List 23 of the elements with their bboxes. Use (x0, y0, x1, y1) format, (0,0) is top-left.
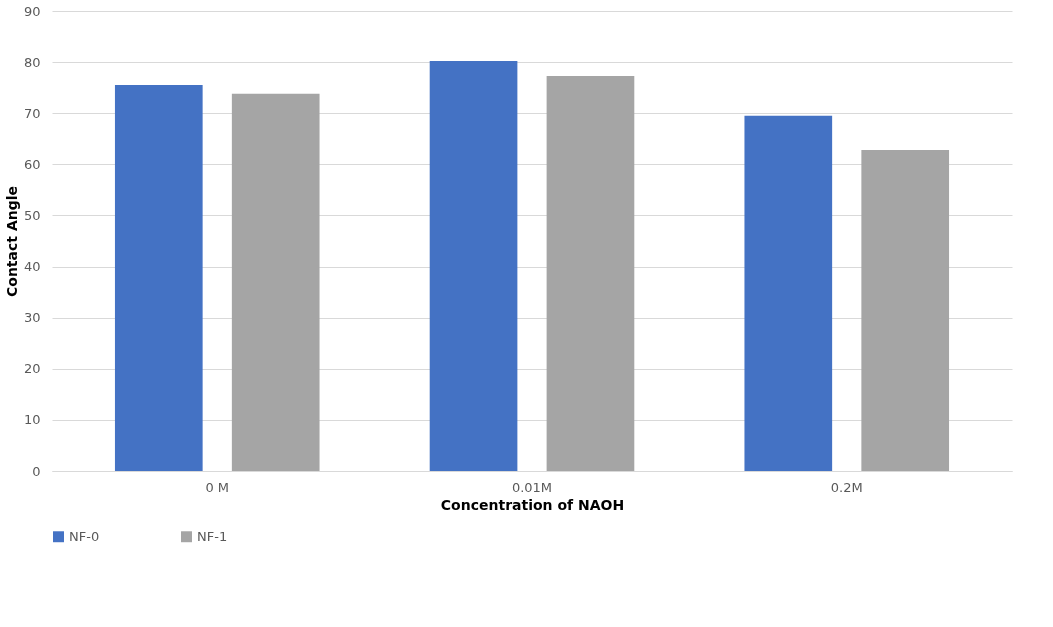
y-tick-label: 90 (23, 3, 41, 19)
y-tick-label: 50 (23, 207, 41, 223)
y-axis-title: Contact Angle (3, 186, 20, 297)
y-tick-label: 40 (23, 259, 41, 275)
bar (429, 61, 518, 471)
bar (744, 115, 833, 471)
y-tick-label: 30 (23, 310, 41, 326)
legend-label: NF-0 (69, 528, 100, 544)
x-tick-label: 0.2M (830, 479, 863, 495)
y-tick-label: 20 (23, 361, 41, 377)
y-tick-label: 70 (23, 105, 41, 121)
bar (114, 85, 203, 471)
y-tick-label: 10 (23, 412, 41, 428)
bar (861, 150, 950, 471)
y-tick-label: 60 (23, 156, 41, 172)
legend-label: NF-1 (197, 528, 228, 544)
x-axis-title: Concentration of NAOH (440, 496, 625, 513)
x-tick-label: 0.01M (511, 479, 553, 495)
x-tick-label: 0 M (205, 479, 230, 495)
bar (546, 75, 635, 471)
y-tick-label: 0 (32, 463, 41, 479)
bar (231, 93, 320, 471)
y-tick-label: 80 (23, 54, 41, 70)
